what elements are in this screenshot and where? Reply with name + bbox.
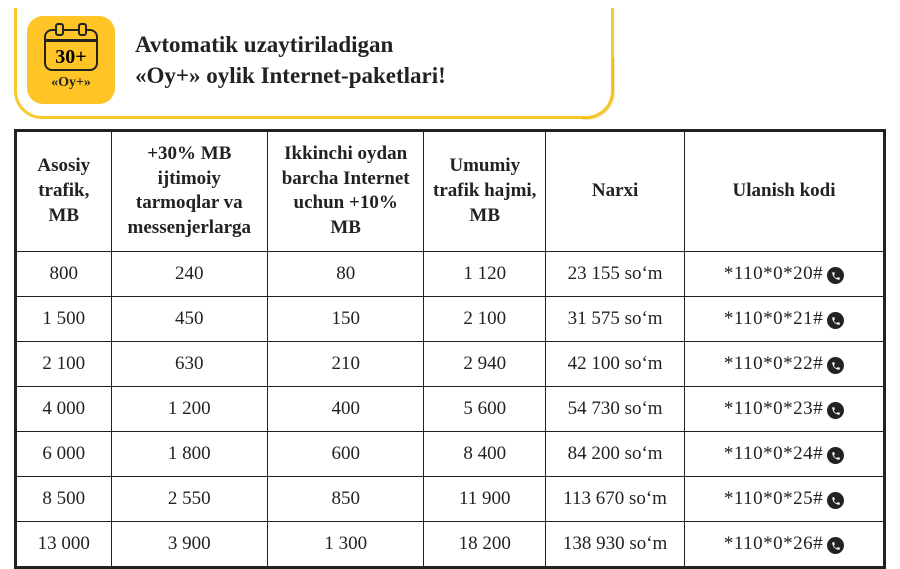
cell-bonus10: 80 xyxy=(267,251,423,296)
ussd-code: *110*0*20# xyxy=(724,263,823,284)
cell-code[interactable]: *110*0*20# xyxy=(685,251,885,296)
cell-bonus30: 630 xyxy=(111,341,267,386)
cell-bonus30: 1 200 xyxy=(111,386,267,431)
cell-code[interactable]: *110*0*26# xyxy=(685,521,885,567)
cell-total: 8 400 xyxy=(424,431,546,476)
table-header-row: Asosiy trafik, MB +30% MB ijtimoiy tarmo… xyxy=(16,131,885,252)
calendar-icon: 30+ xyxy=(44,29,98,71)
phone-icon[interactable] xyxy=(827,492,844,509)
phone-icon[interactable] xyxy=(827,447,844,464)
cell-base: 2 100 xyxy=(16,341,112,386)
cell-total: 5 600 xyxy=(424,386,546,431)
cell-price: 31 575 soʻm xyxy=(546,296,685,341)
cell-bonus30: 2 550 xyxy=(111,476,267,521)
cell-base: 13 000 xyxy=(16,521,112,567)
cell-bonus30: 450 xyxy=(111,296,267,341)
cell-base: 1 500 xyxy=(16,296,112,341)
calendar-icon-text: 30+ xyxy=(55,47,86,67)
table-row: 1 5004501502 10031 575 soʻm *110*0*21# xyxy=(16,296,885,341)
cell-bonus10: 210 xyxy=(267,341,423,386)
cell-bonus30: 1 800 xyxy=(111,431,267,476)
cell-code[interactable]: *110*0*21# xyxy=(685,296,885,341)
cell-base: 4 000 xyxy=(16,386,112,431)
cell-bonus10: 150 xyxy=(267,296,423,341)
cell-bonus30: 3 900 xyxy=(111,521,267,567)
phone-icon[interactable] xyxy=(827,312,844,329)
cell-code[interactable]: *110*0*24# xyxy=(685,431,885,476)
phone-icon[interactable] xyxy=(827,537,844,554)
cell-total: 2 100 xyxy=(424,296,546,341)
ussd-code: *110*0*24# xyxy=(724,443,823,464)
cell-bonus10: 850 xyxy=(267,476,423,521)
phone-icon[interactable] xyxy=(827,357,844,374)
packages-table: Asosiy trafik, MB +30% MB ijtimoiy tarmo… xyxy=(14,129,886,569)
cell-code[interactable]: *110*0*22# xyxy=(685,341,885,386)
table-row: 6 0001 8006008 40084 200 soʻm *110*0*24# xyxy=(16,431,885,476)
cell-price: 113 670 soʻm xyxy=(546,476,685,521)
cell-price: 138 930 soʻm xyxy=(546,521,685,567)
cell-price: 84 200 soʻm xyxy=(546,431,685,476)
table-row: 800240801 12023 155 soʻm *110*0*20# xyxy=(16,251,885,296)
cell-total: 1 120 xyxy=(424,251,546,296)
icon-sublabel: «Oy+» xyxy=(51,75,91,91)
cell-price: 42 100 soʻm xyxy=(546,341,685,386)
table-row: 2 1006302102 94042 100 soʻm *110*0*22# xyxy=(16,341,885,386)
cell-bonus10: 600 xyxy=(267,431,423,476)
cell-price: 54 730 soʻm xyxy=(546,386,685,431)
cell-bonus30: 240 xyxy=(111,251,267,296)
cell-code[interactable]: *110*0*23# xyxy=(685,386,885,431)
col-header-total: Umumiy trafik hajmi, MB xyxy=(424,131,546,252)
cell-bonus10: 1 300 xyxy=(267,521,423,567)
ussd-code: *110*0*22# xyxy=(724,353,823,374)
cell-code[interactable]: *110*0*25# xyxy=(685,476,885,521)
col-header-bonus30: +30% MB ijtimoiy tarmoqlar va messenjerl… xyxy=(111,131,267,252)
col-header-base: Asosiy trafik, MB xyxy=(16,131,112,252)
cell-total: 2 940 xyxy=(424,341,546,386)
banner-title-line2: «Oy+» oylik Internet-paketlari! xyxy=(135,60,446,91)
cell-price: 23 155 soʻm xyxy=(546,251,685,296)
promo-icon-badge: 30+ «Oy+» xyxy=(27,16,115,104)
phone-icon[interactable] xyxy=(827,402,844,419)
ussd-code: *110*0*21# xyxy=(724,308,823,329)
cell-base: 8 500 xyxy=(16,476,112,521)
col-header-price: Narxi xyxy=(546,131,685,252)
ussd-code: *110*0*23# xyxy=(724,398,823,419)
table-row: 8 5002 55085011 900113 670 soʻm *110*0*25… xyxy=(16,476,885,521)
banner-title: Avtomatik uzaytiriladigan «Oy+» oylik In… xyxy=(135,29,446,91)
cell-total: 18 200 xyxy=(424,521,546,567)
cell-total: 11 900 xyxy=(424,476,546,521)
col-header-bonus10: Ikkinchi oydan barcha Internet uchun +10… xyxy=(267,131,423,252)
table-row: 13 0003 9001 30018 200138 930 soʻm *110*0… xyxy=(16,521,885,567)
promo-banner: 30+ «Oy+» Avtomatik uzaytiriladigan «Oy+… xyxy=(14,8,614,119)
ussd-code: *110*0*25# xyxy=(724,488,823,509)
banner-title-line1: Avtomatik uzaytiriladigan xyxy=(135,29,446,60)
cell-base: 800 xyxy=(16,251,112,296)
col-header-code: Ulanish kodi xyxy=(685,131,885,252)
cell-base: 6 000 xyxy=(16,431,112,476)
phone-icon[interactable] xyxy=(827,267,844,284)
ussd-code: *110*0*26# xyxy=(724,533,823,554)
table-row: 4 0001 2004005 60054 730 soʻm *110*0*23# xyxy=(16,386,885,431)
cell-bonus10: 400 xyxy=(267,386,423,431)
